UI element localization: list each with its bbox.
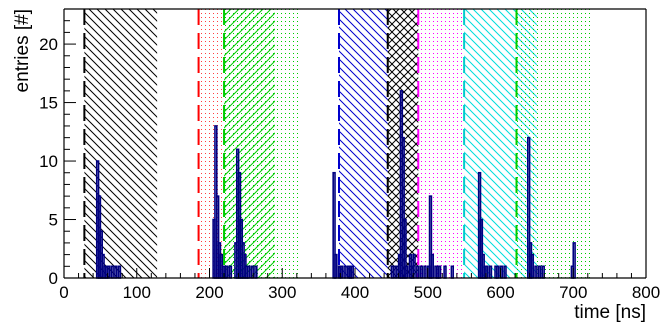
y-axis-ticks: 0 5 10 15 20 bbox=[39, 8, 76, 288]
shaded-window-1 bbox=[198, 9, 225, 278]
x-tick-label: 300 bbox=[268, 283, 296, 302]
x-tick-label: 700 bbox=[559, 283, 587, 302]
histogram-bar-0-30 bbox=[334, 253, 338, 279]
shaded-time-windows bbox=[84, 9, 592, 278]
x-tick-label: 100 bbox=[123, 283, 151, 302]
y-tick-label: 10 bbox=[39, 152, 58, 171]
y-tick-label: 20 bbox=[39, 35, 58, 54]
x-tick-label: 800 bbox=[632, 283, 660, 302]
x-tick-label: 0 bbox=[59, 283, 68, 302]
x-axis-ticks: 0 100 200 300 400 500 600 700 800 bbox=[59, 268, 660, 302]
y-tick-label: 15 bbox=[39, 94, 58, 113]
x-tick-label: 400 bbox=[341, 283, 369, 302]
x-axis-title: time [ns] bbox=[574, 302, 646, 323]
shaded-window-3 bbox=[224, 9, 299, 278]
y-tick-label: 5 bbox=[49, 211, 58, 230]
shaded-window-6 bbox=[418, 9, 465, 278]
x-tick-label: 500 bbox=[414, 283, 442, 302]
window-start-lines bbox=[83, 9, 518, 278]
y-tick-label: 0 bbox=[49, 269, 58, 288]
shaded-window-4 bbox=[338, 9, 388, 278]
shaded-window-0 bbox=[84, 9, 158, 278]
x-tick-label: 600 bbox=[486, 283, 514, 302]
x-tick-label: 200 bbox=[195, 283, 223, 302]
y-axis-title: entries [#] bbox=[12, 9, 33, 92]
